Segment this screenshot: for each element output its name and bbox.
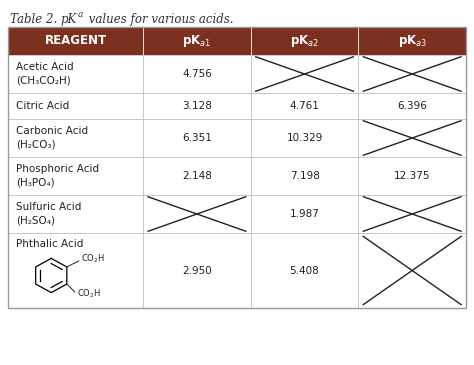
Bar	[358, 55, 466, 93]
Bar	[251, 233, 358, 308]
Text: 7.198: 7.198	[290, 171, 319, 181]
Text: pK: pK	[61, 13, 77, 26]
Text: Carbonic Acid: Carbonic Acid	[16, 126, 88, 136]
Bar	[8, 157, 143, 195]
Text: REAGENT: REAGENT	[45, 35, 107, 47]
Text: 6.396: 6.396	[397, 101, 427, 111]
Bar	[143, 27, 251, 55]
Text: Sulfuric Acid: Sulfuric Acid	[16, 202, 82, 212]
Text: 12.375: 12.375	[394, 171, 430, 181]
Text: 3.128: 3.128	[182, 101, 212, 111]
Bar	[8, 119, 143, 157]
Text: values for various acids.: values for various acids.	[85, 13, 234, 26]
Bar	[358, 93, 466, 119]
Bar	[8, 27, 466, 308]
Text: 4.756: 4.756	[182, 69, 212, 79]
Text: (CH₃CO₂H): (CH₃CO₂H)	[16, 76, 71, 86]
Text: Citric Acid: Citric Acid	[16, 101, 69, 111]
Text: 10.329: 10.329	[286, 133, 323, 143]
Bar	[143, 93, 251, 119]
Text: a: a	[78, 10, 83, 19]
Bar	[251, 119, 358, 157]
Bar	[8, 27, 143, 55]
Bar	[251, 157, 358, 195]
Text: 6.351: 6.351	[182, 133, 212, 143]
Bar	[8, 93, 143, 119]
Bar	[143, 195, 251, 233]
Bar	[251, 195, 358, 233]
Text: (H₂CO₃): (H₂CO₃)	[16, 140, 55, 150]
Bar	[358, 27, 466, 55]
Bar	[143, 55, 251, 93]
Text: Phosphoric Acid: Phosphoric Acid	[16, 164, 99, 174]
Text: 2.950: 2.950	[182, 265, 212, 276]
Bar	[8, 195, 143, 233]
Bar	[8, 55, 143, 93]
Text: Table 2.: Table 2.	[10, 13, 61, 26]
Text: pK$_{a3}$: pK$_{a3}$	[398, 33, 427, 49]
Bar	[251, 27, 358, 55]
Bar	[143, 119, 251, 157]
Bar	[8, 233, 143, 308]
Text: 2.148: 2.148	[182, 171, 212, 181]
Text: (H₃PO₄): (H₃PO₄)	[16, 178, 55, 188]
Text: Phthalic Acid: Phthalic Acid	[16, 239, 83, 249]
Text: pK$_{a2}$: pK$_{a2}$	[290, 33, 319, 49]
Bar	[143, 157, 251, 195]
Bar	[358, 195, 466, 233]
Bar	[251, 55, 358, 93]
Text: pK$_{a1}$: pK$_{a1}$	[182, 33, 211, 49]
Bar	[358, 233, 466, 308]
Text: CO$_2$H: CO$_2$H	[81, 253, 105, 265]
Text: CO$_2$H: CO$_2$H	[77, 288, 101, 300]
Bar	[251, 93, 358, 119]
Bar	[358, 119, 466, 157]
Text: 4.761: 4.761	[290, 101, 319, 111]
Text: 5.408: 5.408	[290, 265, 319, 276]
Text: Acetic Acid: Acetic Acid	[16, 62, 73, 72]
Bar	[143, 233, 251, 308]
Text: 1.987: 1.987	[290, 209, 319, 219]
Text: (H₂SO₄): (H₂SO₄)	[16, 216, 55, 226]
Bar	[358, 157, 466, 195]
